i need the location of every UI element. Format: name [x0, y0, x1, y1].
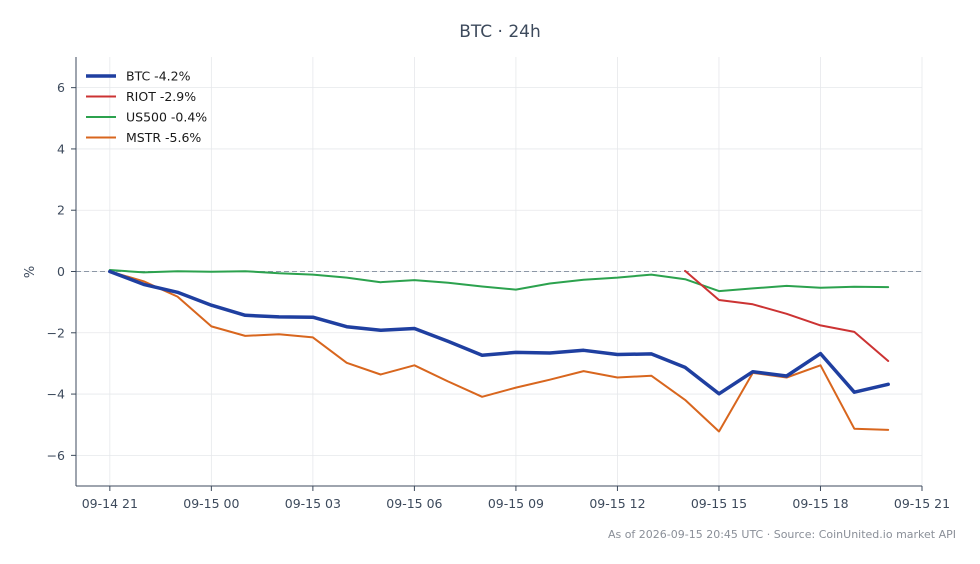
x-tick-label-8: 09-15 21 — [894, 496, 950, 511]
legend-label-3: MSTR -5.6% — [126, 130, 201, 145]
legend-label-0: BTC -4.2% — [126, 69, 191, 84]
legend-label-2: US500 -0.4% — [126, 110, 207, 125]
legend-item-2[interactable]: US500 -0.4% — [86, 110, 207, 125]
series-line-0 — [108, 269, 890, 396]
legend-item-0[interactable]: BTC -4.2% — [86, 69, 191, 84]
x-tick-label-3: 09-15 06 — [386, 496, 442, 511]
x-tick-label-6: 09-15 15 — [691, 496, 747, 511]
series-layer — [108, 269, 890, 433]
legend-item-3[interactable]: MSTR -5.6% — [86, 130, 201, 145]
y-tick-label-2: −2 — [47, 325, 65, 340]
x-tick-label-1: 09-15 00 — [183, 496, 239, 511]
x-tick-label-2: 09-15 03 — [285, 496, 341, 511]
y-tick-label-6: 6 — [57, 80, 65, 95]
x-tick-label-5: 09-15 12 — [589, 496, 645, 511]
series-line-1 — [684, 269, 890, 362]
series-line-2 — [108, 269, 890, 293]
series-line-3 — [108, 270, 890, 433]
x-axis: 09-14 21 09-15 00 09-15 03 09-15 06 09-15 09… — [82, 486, 950, 511]
y-tick-label-3: 0 — [57, 264, 65, 279]
y-tick-label-5: 4 — [57, 141, 65, 156]
chart-title: BTC · 24h — [459, 22, 541, 42]
legend[interactable]: BTC -4.2% RIOT -2.9% US500 -0.4% MSTR -5.6% — [86, 69, 207, 146]
y-axis-label: % — [23, 266, 38, 278]
footer-source: As of 2026-09-15 20:45 UTC · Source: Coi… — [608, 528, 956, 541]
x-tick-label-0: 09-14 21 — [82, 496, 138, 511]
y-tick-label-4: 2 — [57, 203, 65, 218]
legend-label-1: RIOT -2.9% — [126, 89, 196, 104]
y-tick-label-0: −6 — [47, 448, 65, 463]
x-tick-label-4: 09-15 09 — [488, 496, 544, 511]
x-tick-label-7: 09-15 18 — [792, 496, 848, 511]
y-tick-label-1: −4 — [47, 387, 65, 402]
legend-item-1[interactable]: RIOT -2.9% — [86, 89, 196, 104]
y-axis: −6 −4 −2 0 2 4 6 — [47, 80, 76, 463]
